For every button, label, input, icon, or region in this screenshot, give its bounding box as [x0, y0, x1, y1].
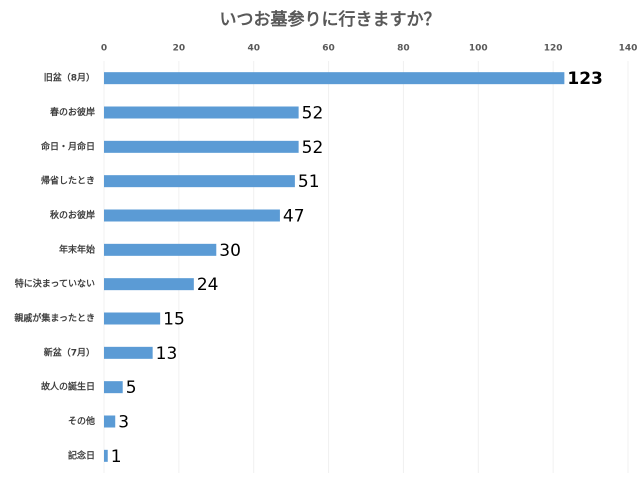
value-label: 24: [197, 275, 219, 295]
value-label: 3: [118, 413, 129, 433]
bar: [104, 209, 280, 222]
bar: [104, 243, 217, 256]
x-tick-label: 60: [322, 44, 335, 54]
y-tick-label: 帰省したとき: [41, 175, 95, 187]
bar: [104, 278, 194, 291]
x-tick-label: 80: [397, 44, 410, 54]
value-label: 51: [298, 172, 320, 192]
bar: [104, 175, 295, 188]
y-tick-label: 年末年始: [59, 243, 95, 255]
x-tick-label: 20: [173, 44, 186, 54]
bar: [104, 106, 299, 119]
value-label: 30: [219, 241, 241, 261]
y-tick-label: 記念日: [68, 449, 95, 461]
bar: [104, 346, 153, 359]
value-label: 1: [111, 447, 122, 467]
x-tick-label: 140: [619, 44, 638, 54]
bar: [104, 72, 565, 85]
y-tick-label: 春のお彼岸: [49, 106, 95, 118]
x-tick-label: 40: [247, 44, 260, 54]
value-label: 123: [567, 69, 603, 89]
x-tick-label: 100: [469, 44, 488, 54]
value-label: 47: [283, 207, 305, 227]
y-tick-label: 新盆（7月）: [44, 346, 95, 358]
value-label: 5: [126, 378, 137, 398]
y-tick-label: 故人の誕生日: [41, 381, 95, 393]
x-tick-label: 0: [101, 44, 107, 54]
bar: [104, 415, 116, 428]
bar: [104, 140, 299, 153]
y-tick-label: 秋のお彼岸: [49, 209, 95, 221]
y-tick-label: 命日・月命日: [40, 140, 95, 152]
y-tick-label: 親戚が集まったとき: [14, 312, 95, 324]
value-label: 52: [302, 138, 324, 158]
value-label: 13: [156, 344, 178, 364]
y-tick-label: 特に決まっていない: [15, 278, 95, 290]
y-tick-label: その他: [68, 415, 95, 427]
value-label: 15: [163, 310, 185, 330]
bar: [104, 381, 123, 394]
bar: [104, 312, 161, 325]
chart-title: いつお墓参りに行きますか？: [220, 9, 441, 30]
bar: [104, 449, 108, 462]
y-tick-label: 旧盆（8月）: [44, 72, 95, 84]
value-label: 52: [302, 104, 324, 124]
x-tick-label: 120: [544, 44, 563, 54]
